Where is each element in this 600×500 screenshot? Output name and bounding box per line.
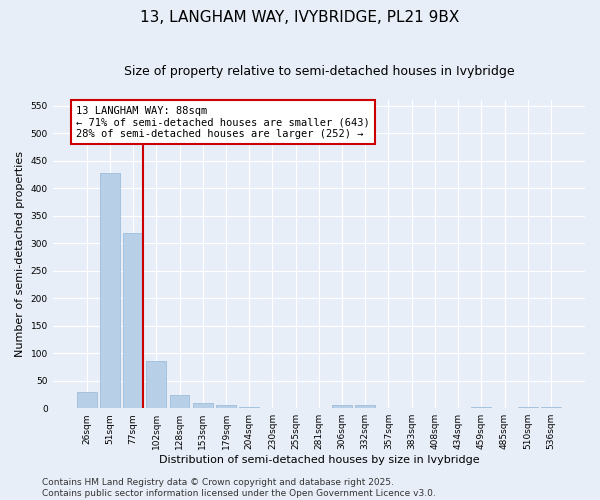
Text: Contains HM Land Registry data © Crown copyright and database right 2025.
Contai: Contains HM Land Registry data © Crown c… [42,478,436,498]
Bar [170,395,190,408]
Bar [239,407,259,408]
Text: 13, LANGHAM WAY, IVYBRIDGE, PL21 9BX: 13, LANGHAM WAY, IVYBRIDGE, PL21 9BX [140,10,460,25]
Bar [472,406,491,408]
Text: 13 LANGHAM WAY: 88sqm
← 71% of semi-detached houses are smaller (643)
28% of sem: 13 LANGHAM WAY: 88sqm ← 71% of semi-deta… [76,106,370,138]
Y-axis label: Number of semi-detached properties: Number of semi-detached properties [15,151,25,357]
Bar [518,406,538,408]
Bar [146,361,166,408]
Bar [355,406,375,408]
Bar [541,406,561,408]
Bar [193,402,212,408]
Bar [100,172,120,408]
Bar [123,233,143,408]
Bar [216,406,236,408]
Bar [77,392,97,408]
Title: Size of property relative to semi-detached houses in Ivybridge: Size of property relative to semi-detach… [124,65,514,78]
X-axis label: Distribution of semi-detached houses by size in Ivybridge: Distribution of semi-detached houses by … [158,455,479,465]
Bar [332,406,352,408]
